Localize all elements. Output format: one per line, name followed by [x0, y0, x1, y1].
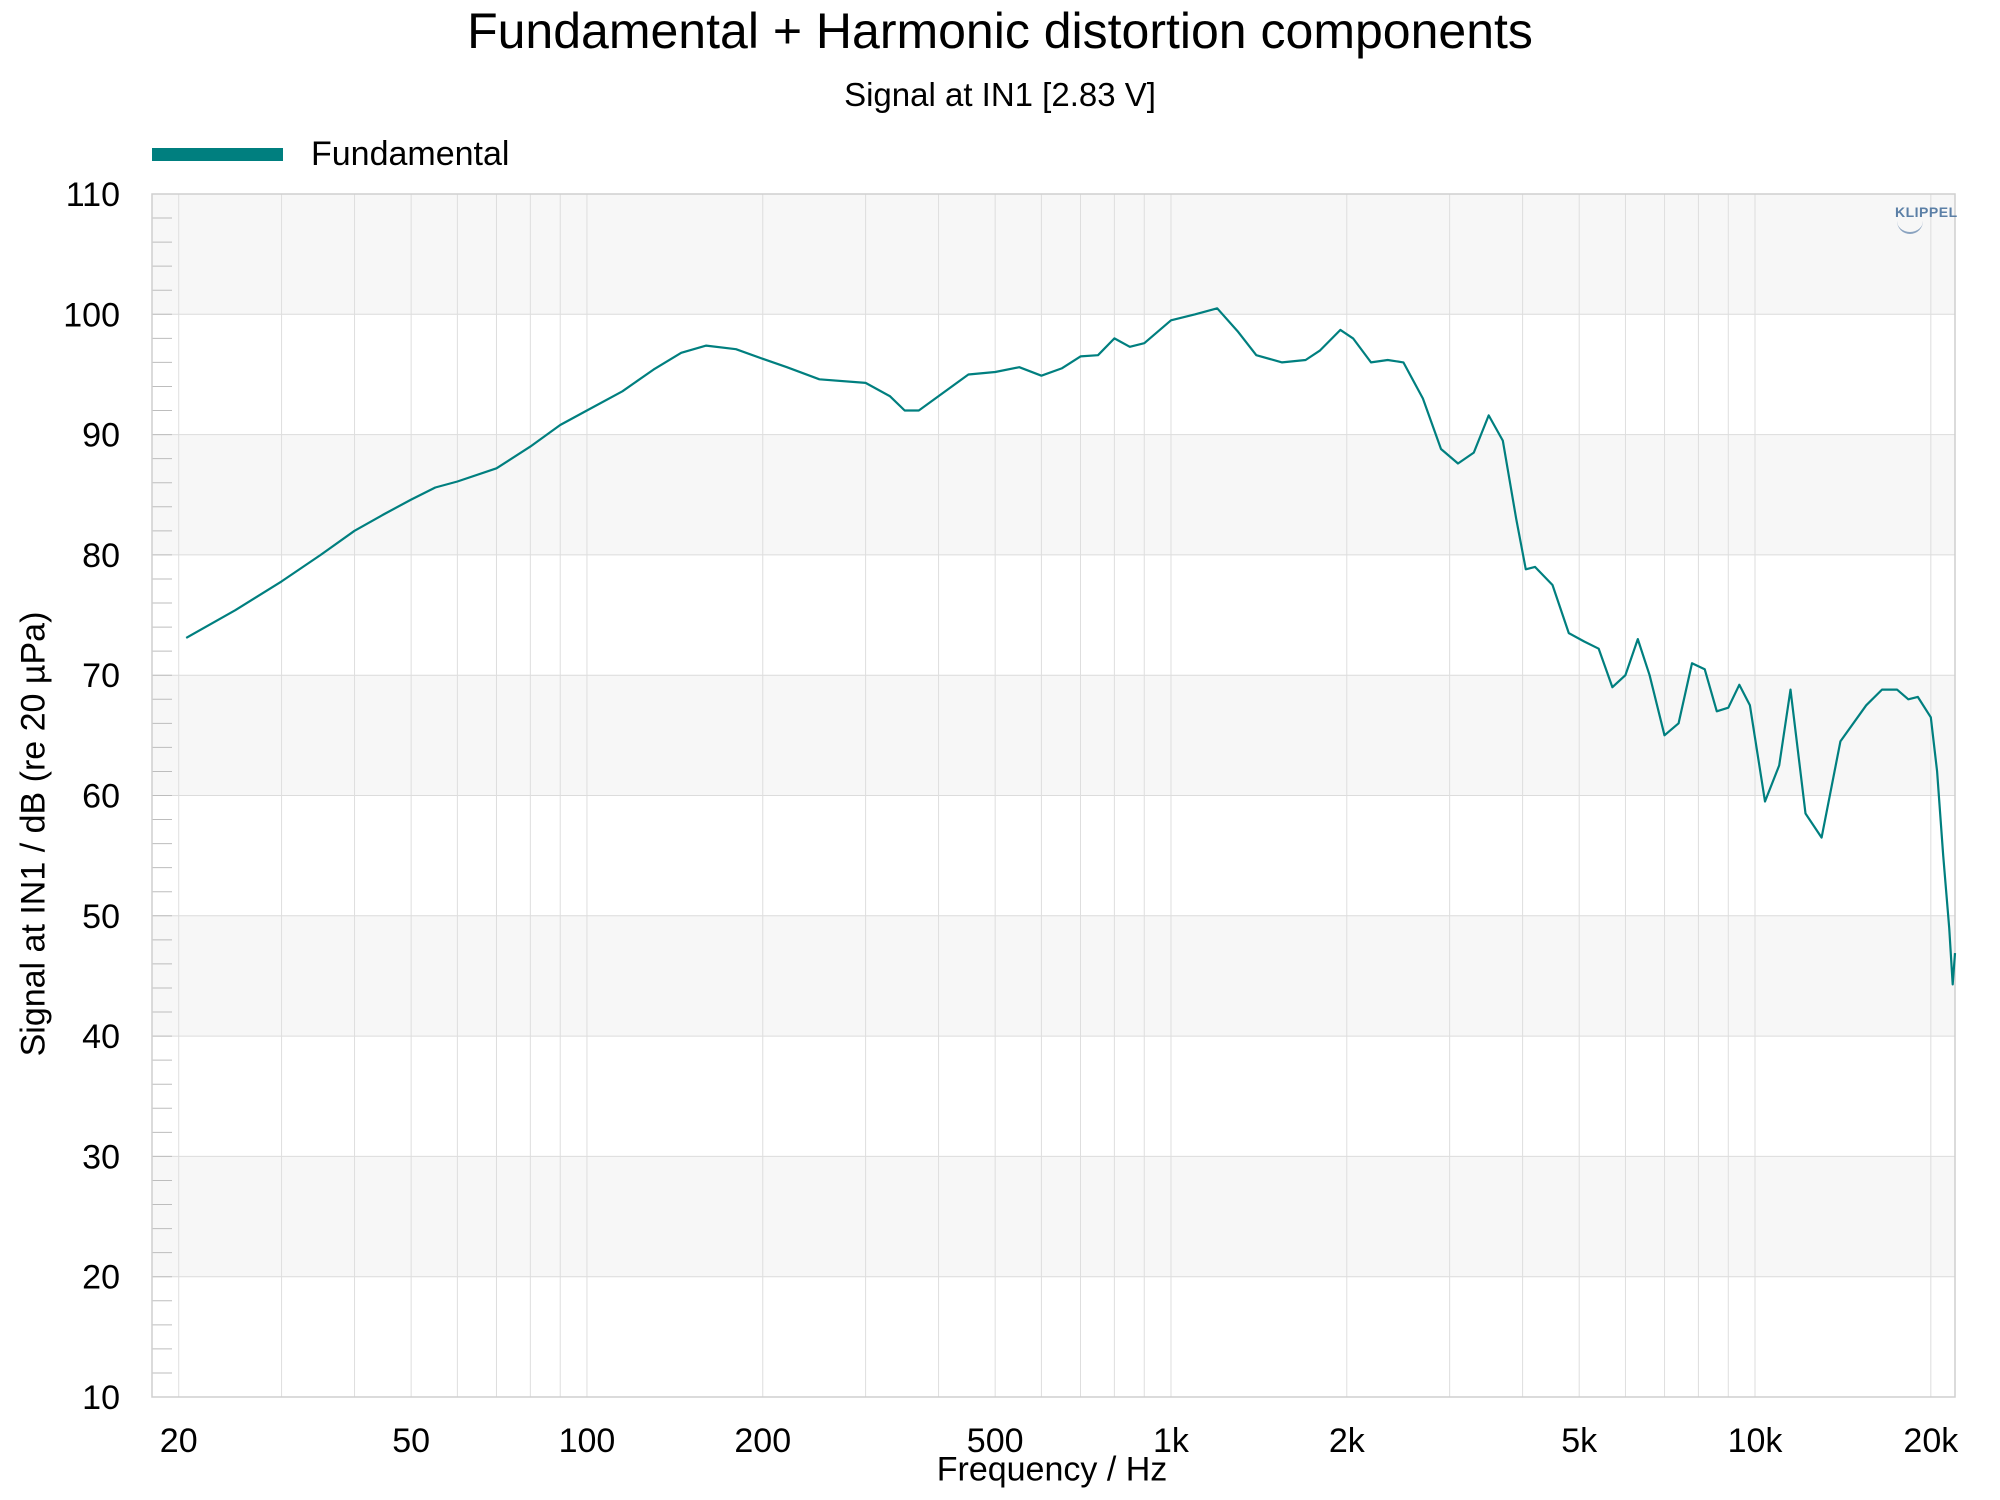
x-tick-label: 5k	[1561, 1422, 1598, 1460]
chart-subtitle: Signal at IN1 [2.83 V]	[844, 76, 1156, 113]
legend-label-fundamental: Fundamental	[311, 134, 510, 173]
background-band	[152, 1156, 1955, 1277]
x-tick-label: 500	[967, 1422, 1024, 1460]
background-band	[152, 194, 1955, 315]
y-tick-label: 50	[82, 898, 120, 936]
legend: Fundamental	[152, 134, 509, 174]
x-tick-label: 50	[392, 1422, 430, 1460]
y-axis-label: Signal at IN1 / dB (re 20 µPa)	[14, 611, 53, 1057]
y-tick-label: 60	[82, 778, 120, 816]
y-tick-label: 10	[82, 1379, 120, 1417]
y-tick-label: 30	[82, 1138, 120, 1176]
y-tick-label: 100	[63, 296, 120, 334]
background-bands	[152, 194, 1955, 1277]
x-tick-label: 20k	[1903, 1422, 1959, 1460]
x-tick-label: 20	[160, 1422, 198, 1460]
chart-title: Fundamental + Harmonic distortion compon…	[467, 3, 1533, 59]
plot-frame	[151, 193, 1956, 1398]
y-tick-label: 40	[82, 1018, 120, 1056]
background-band	[152, 434, 1955, 555]
y-tick-labels: 10 20 30 40 50 60 70 80 90 100 110	[63, 176, 120, 1417]
y-tick-label: 80	[82, 537, 120, 575]
x-tick-label: 200	[734, 1422, 791, 1460]
series-line-fundamental	[185, 307, 1957, 986]
x-axis-label: Frequency / Hz	[936, 1450, 1168, 1489]
x-tick-labels: 20 50 100 200 500 1k 2k 5k 10k 20k	[160, 1422, 1959, 1460]
klippel-logo-arc	[1897, 220, 1923, 234]
y-tick-label: 90	[82, 417, 120, 455]
minor-tick-marks	[152, 193, 172, 1398]
legend-swatch-fundamental	[152, 147, 283, 161]
y-tick-label: 110	[66, 176, 120, 214]
klippel-logo: KLIPPEL	[1895, 204, 1958, 220]
x-tick-label: 2k	[1329, 1422, 1366, 1460]
x-tick-label: 100	[559, 1422, 616, 1460]
y-tick-label: 20	[82, 1259, 120, 1297]
background-band	[152, 915, 1955, 1037]
y-tick-label: 70	[82, 657, 120, 695]
x-tick-label: 1k	[1153, 1422, 1190, 1460]
x-tick-label: 10k	[1728, 1422, 1784, 1460]
